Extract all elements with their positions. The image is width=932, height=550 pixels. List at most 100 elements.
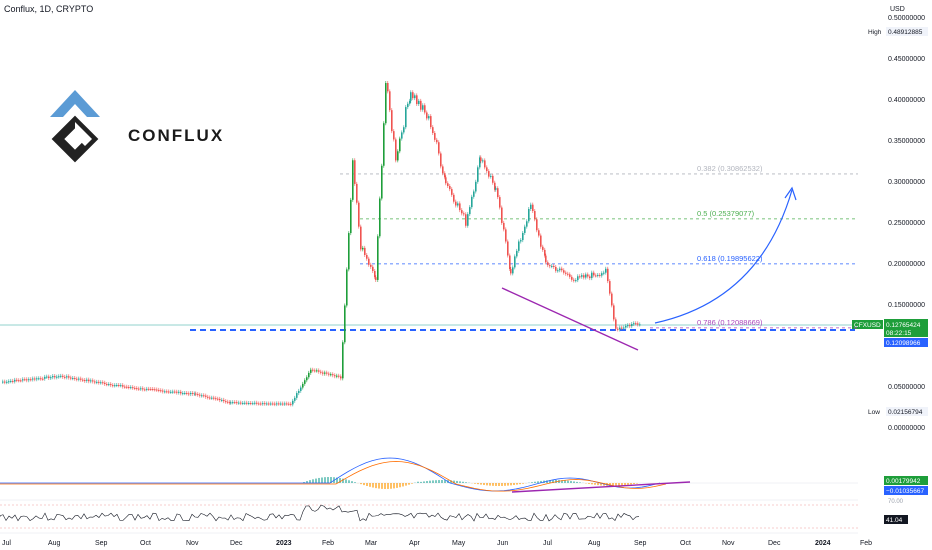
candle <box>530 204 532 209</box>
time-axis-label: 2024 <box>815 540 831 547</box>
macd-histogram-bar <box>591 483 593 485</box>
candle <box>490 175 492 177</box>
time-axis-label: Dec <box>768 540 781 547</box>
candle <box>192 392 194 394</box>
candle <box>128 386 130 388</box>
candle <box>130 387 132 389</box>
candle <box>575 280 577 282</box>
candle <box>312 369 314 371</box>
macd-value-2: −0.01035667 <box>886 488 925 495</box>
fib-level-label: 0.618 (0.19895622) <box>697 254 763 263</box>
rsi-line <box>0 504 640 522</box>
candle <box>567 273 569 275</box>
candle <box>422 105 424 110</box>
macd-histogram-bar <box>579 482 581 483</box>
macd-histogram-bar <box>363 483 365 486</box>
macd-histogram-bar <box>348 480 350 483</box>
candle <box>194 393 196 395</box>
candle <box>579 276 581 278</box>
candle <box>102 382 104 384</box>
candle <box>284 403 286 405</box>
conflux-wordmark: CONFLUX <box>128 126 225 145</box>
macd-histogram-bar <box>474 483 476 484</box>
macd-histogram-bar <box>381 483 383 489</box>
candle <box>486 167 488 172</box>
candle <box>342 342 344 379</box>
macd-histogram-bar <box>519 483 521 485</box>
candle <box>595 275 597 277</box>
candle <box>219 398 221 401</box>
candle <box>144 389 146 391</box>
candle <box>10 380 12 382</box>
candle <box>385 83 387 124</box>
countdown: 08:22:15 <box>886 330 912 337</box>
candle <box>473 191 475 197</box>
symbol-title[interactable]: Conflux, 1D, CRYPTO <box>4 4 94 14</box>
macd-histogram-bar <box>555 480 557 483</box>
time-axis-label: Oct <box>140 540 151 547</box>
candle <box>336 375 338 377</box>
macd-histogram-bar <box>618 483 620 486</box>
candle <box>46 376 48 378</box>
candle <box>20 380 22 382</box>
candle <box>403 127 405 133</box>
candle <box>304 380 306 384</box>
candle <box>457 203 459 206</box>
candle <box>569 274 571 277</box>
macd-histogram-bar <box>564 480 566 483</box>
macd-histogram-bar <box>570 481 572 483</box>
macd-histogram-bar <box>387 483 389 489</box>
candle <box>310 369 312 373</box>
candle <box>116 385 118 387</box>
candle <box>170 391 172 393</box>
macd-histogram-bar <box>483 483 485 486</box>
candle <box>292 400 294 405</box>
macd-histogram-bar <box>324 477 326 483</box>
candle <box>16 379 18 381</box>
time-axis-label: Aug <box>588 540 601 547</box>
macd-histogram-bar <box>450 480 452 483</box>
projection-arrow <box>654 189 793 324</box>
candle <box>356 183 358 203</box>
candle <box>22 379 24 381</box>
macd-histogram-bar <box>417 481 419 483</box>
candle <box>348 233 350 270</box>
macd-histogram-bar <box>411 483 413 484</box>
conflux-logo: CONFLUX <box>30 82 226 194</box>
macd-histogram-bar <box>366 483 368 487</box>
macd-histogram-bar <box>567 480 569 483</box>
candle <box>409 100 411 104</box>
candle <box>26 379 28 381</box>
macd-histogram-bar <box>627 483 629 485</box>
conflux-logo-icon <box>50 90 100 163</box>
candle <box>391 110 393 132</box>
macd-histogram-bar <box>396 483 398 488</box>
candle <box>134 387 136 389</box>
candle <box>256 402 258 404</box>
candle <box>120 385 122 387</box>
candle <box>492 175 494 183</box>
candle <box>70 377 72 379</box>
macd-histogram-bar <box>537 481 539 483</box>
macd-histogram-bar <box>465 482 467 483</box>
candle <box>320 371 322 373</box>
candle <box>461 210 463 214</box>
macd-histogram-bar <box>561 480 563 483</box>
high-value-box <box>886 27 928 36</box>
macd-histogram-bar <box>540 480 542 483</box>
candle <box>308 372 310 378</box>
candle <box>551 265 553 267</box>
candle <box>136 388 138 390</box>
price-tick-label: 0.30000000 <box>888 179 925 186</box>
candle <box>140 388 142 390</box>
candle <box>469 207 471 215</box>
candle <box>154 389 156 391</box>
candle <box>512 267 514 274</box>
candle <box>18 380 20 382</box>
candle <box>146 388 148 390</box>
candle <box>453 194 455 202</box>
macd-histogram-bar <box>498 483 500 486</box>
candle <box>221 399 223 401</box>
candle <box>520 240 522 242</box>
